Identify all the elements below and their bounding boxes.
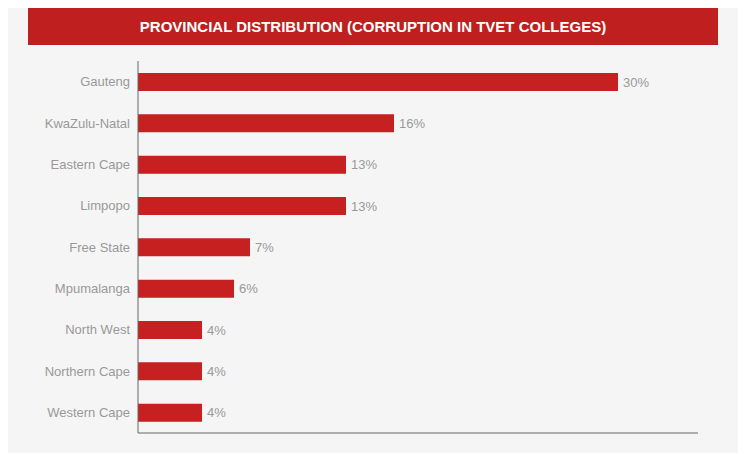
svg-text:Limpopo: Limpopo xyxy=(80,198,130,213)
html-text:PROVINCIAL DISTRIBUTION (CORRU: PROVINCIAL DISTRIBUTION (CORRUPTION IN T… xyxy=(139,18,607,35)
svg-text:6%: 6% xyxy=(239,281,258,296)
svg-text:13%: 13% xyxy=(351,199,377,214)
svg-text:4%: 4% xyxy=(207,405,226,420)
svg-text:16%: 16% xyxy=(399,116,425,131)
svg-text:30%: 30% xyxy=(623,75,649,90)
svg-text:4%: 4% xyxy=(207,364,226,379)
svg-text:4%: 4% xyxy=(207,323,226,338)
svg-text:Northern Cape: Northern Cape xyxy=(45,364,130,379)
svg-text:Eastern Cape: Eastern Cape xyxy=(51,157,131,172)
svg-text:KwaZulu-Natal: KwaZulu-Natal xyxy=(45,116,130,131)
svg-text:Free State: Free State xyxy=(69,240,130,255)
svg-text:North West: North West xyxy=(65,322,130,337)
svg-text:Gauteng: Gauteng xyxy=(80,74,130,89)
svg-text:7%: 7% xyxy=(255,240,274,255)
svg-text:13%: 13% xyxy=(351,157,377,172)
svg-text:Mpumalanga: Mpumalanga xyxy=(55,281,131,296)
svg-text:Western Cape: Western Cape xyxy=(47,405,130,420)
